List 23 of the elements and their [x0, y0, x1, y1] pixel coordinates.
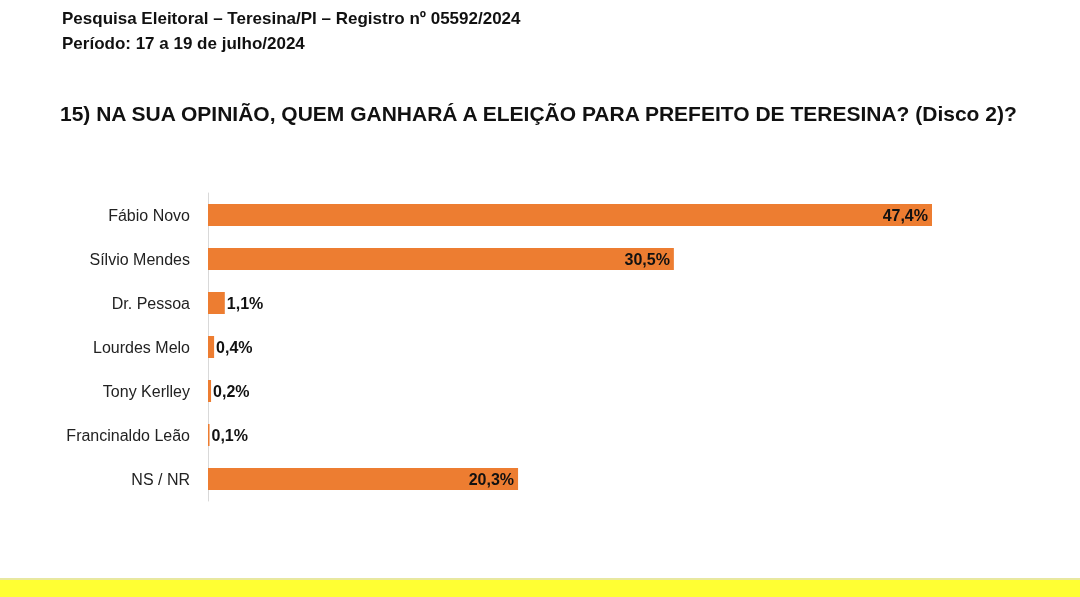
text: Pesquisa Eleitoral – Teresina/PI – Registro nº 05592/2024: [62, 8, 521, 30]
bar: [208, 204, 932, 226]
y-tick-label: Tony Kerlley: [102, 382, 190, 400]
data-label: 20,3%: [468, 470, 515, 488]
y-tick-label: Francinaldo Leão: [66, 426, 191, 444]
bar: [208, 248, 674, 270]
y-tick-label: NS / NR: [131, 470, 190, 488]
bar: [208, 380, 212, 402]
data-label: 0,2%: [213, 382, 250, 400]
text: Período: 17 a 19 de julho/2024: [62, 33, 306, 55]
chart-title: 15) NA SUA OPINIÃO, QUEM GANHARÁ A ELEIÇÃO PARA PREFEITO DE TERESINA? (Disco 2)?: [60, 101, 1018, 127]
data-label: 1,1%: [226, 294, 264, 312]
data-label: 0,4%: [216, 338, 253, 356]
data-label: 47,4%: [882, 206, 928, 224]
y-tick-label: Fábio Novo: [108, 206, 191, 224]
y-tick-label: Dr. Pessoa: [111, 294, 191, 312]
bar: [208, 336, 215, 358]
y-tick-label: Sílvio Mendes: [89, 250, 190, 268]
bar: [208, 468, 519, 490]
y-tick-label: Lourdes Melo: [93, 338, 191, 356]
bar: [208, 292, 225, 314]
data-label: 30,5%: [624, 250, 670, 268]
data-label: 0,1%: [211, 426, 248, 444]
